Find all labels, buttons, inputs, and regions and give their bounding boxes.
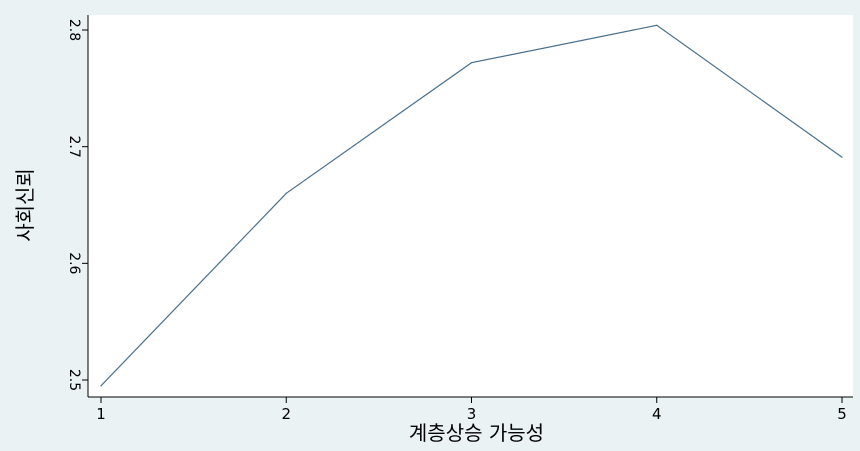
y-axis: 2.5 2.6 2.7 2.8	[66, 15, 89, 397]
y-axis-label: 사회신뢰	[13, 168, 37, 242]
y-tick-label: 2.6	[66, 252, 82, 274]
x-tick-label: 3	[467, 405, 477, 423]
y-tick-label: 2.7	[66, 136, 82, 158]
x-axis: 1 2 3 4 5	[88, 396, 853, 423]
data-point	[841, 156, 843, 158]
plot-area	[88, 15, 853, 397]
data-point	[100, 385, 102, 387]
series-layer	[100, 24, 843, 387]
x-tick-label: 5	[837, 405, 847, 423]
data-point	[285, 192, 287, 194]
y-tick-label: 2.8	[66, 19, 82, 41]
x-tick-label: 2	[281, 405, 291, 423]
x-tick-label: 4	[652, 405, 662, 423]
y-tick-label: 2.5	[66, 369, 82, 391]
data-point	[656, 24, 658, 26]
x-tick-label: 1	[96, 405, 106, 423]
x-axis-label: 계층상승 가능성	[409, 421, 544, 445]
data-point	[470, 62, 473, 64]
